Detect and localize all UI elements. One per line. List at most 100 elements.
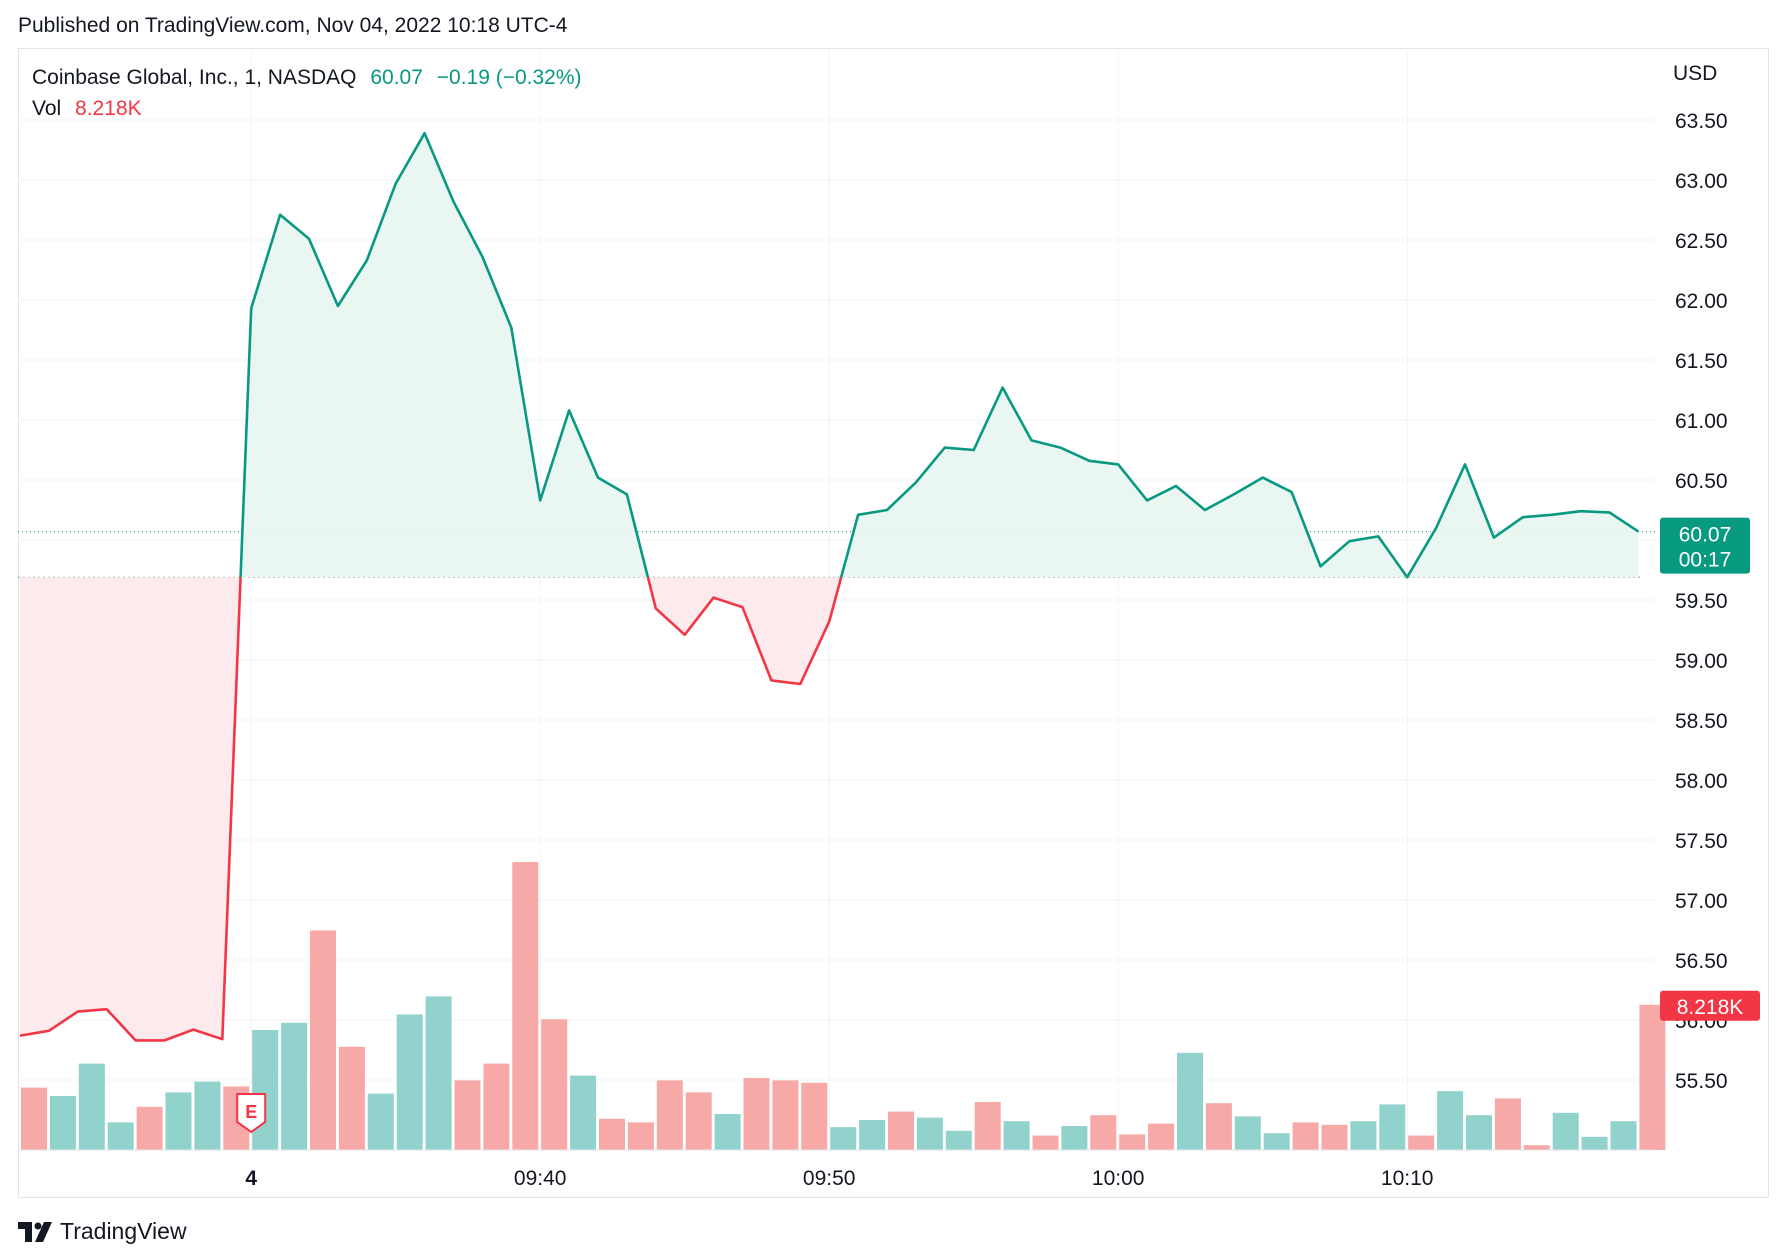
price-lines: E bbox=[19, 131, 1640, 1134]
volume-bar bbox=[570, 1075, 597, 1150]
volume-value: 8.218K bbox=[75, 97, 142, 120]
volume-bar bbox=[454, 1080, 481, 1150]
y-tick-label: 60.50 bbox=[1675, 470, 1728, 493]
price-line-down bbox=[646, 576, 843, 686]
earnings-letter: E bbox=[245, 1102, 257, 1122]
volume-bar bbox=[512, 862, 539, 1150]
volume-bar bbox=[1205, 1103, 1232, 1150]
volume-bar bbox=[945, 1130, 972, 1150]
area-fill-down bbox=[647, 577, 842, 684]
volume-bar bbox=[425, 996, 452, 1150]
volume-bar bbox=[338, 1046, 365, 1150]
price-line-up bbox=[839, 386, 1640, 579]
volume-bar bbox=[136, 1106, 163, 1150]
volume-bar bbox=[714, 1114, 741, 1150]
x-tick-label: 09:50 bbox=[803, 1167, 856, 1190]
volume-bar bbox=[888, 1111, 914, 1150]
y-tick-label: 62.50 bbox=[1675, 230, 1728, 253]
price-line-down bbox=[19, 577, 242, 1042]
volume-bar bbox=[1581, 1136, 1608, 1150]
x-tick-label: 09:40 bbox=[514, 1167, 567, 1190]
area-fill-up bbox=[240, 133, 648, 578]
volume-bar bbox=[974, 1102, 1001, 1150]
y-tick-label: 61.50 bbox=[1675, 350, 1728, 373]
y-tick-label: 55.50 bbox=[1675, 1070, 1728, 1093]
volume-bar bbox=[1003, 1121, 1030, 1150]
volume-bar bbox=[1639, 1004, 1666, 1150]
y-tick-label: 58.50 bbox=[1675, 710, 1728, 733]
symbol-name: Coinbase Global, Inc., 1, NASDAQ bbox=[32, 66, 357, 89]
y-tick-label: 62.00 bbox=[1675, 290, 1728, 313]
volume-bar bbox=[1466, 1115, 1492, 1150]
last-price-badge bbox=[1660, 517, 1750, 574]
volume-bar bbox=[1321, 1124, 1348, 1150]
y-tick-label: 58.00 bbox=[1675, 770, 1728, 793]
volume-bar bbox=[483, 1063, 510, 1150]
volume-bar bbox=[541, 1019, 568, 1150]
volume-bar bbox=[1292, 1122, 1319, 1150]
y-tick-label: 59.50 bbox=[1675, 590, 1728, 613]
volume-bar bbox=[107, 1122, 134, 1150]
volume-bar bbox=[916, 1117, 943, 1150]
volume-label: Vol bbox=[32, 97, 62, 120]
brand-name: TradingView bbox=[60, 1218, 187, 1244]
tradingview-brand[interactable]: TradingView bbox=[18, 1218, 187, 1245]
volume-bars bbox=[21, 862, 1666, 1150]
volume-bar bbox=[772, 1080, 799, 1150]
published-caption: Published on TradingView.com, Nov 04, 20… bbox=[18, 14, 568, 37]
volume-bar bbox=[396, 1014, 423, 1150]
volume-bar bbox=[49, 1096, 76, 1150]
chart-frame bbox=[18, 48, 1769, 1198]
volume-bar bbox=[1379, 1104, 1406, 1150]
tradingview-logo-icon bbox=[18, 1221, 52, 1242]
volume-bar bbox=[310, 930, 336, 1150]
earnings-marker: E bbox=[236, 1093, 267, 1134]
price-change: −0.19 (−0.32%) bbox=[436, 66, 582, 89]
volume-bar bbox=[1552, 1112, 1579, 1150]
volume-bar bbox=[252, 1030, 279, 1150]
area-fill-down bbox=[20, 577, 241, 1041]
volume-bar bbox=[1234, 1116, 1261, 1150]
y-tick-label: 59.00 bbox=[1675, 650, 1728, 673]
volume-bar bbox=[165, 1092, 192, 1150]
volume-bar bbox=[830, 1127, 857, 1150]
volume-axis-label: 8.218K bbox=[1677, 996, 1744, 1019]
y-tick-label: 63.50 bbox=[1675, 110, 1728, 133]
volume-bar bbox=[743, 1078, 770, 1150]
volume-bar bbox=[281, 1022, 308, 1150]
last-price-label: 60.07 bbox=[1679, 524, 1732, 547]
time-axis: 4 09:40 09:50 10:00 10:10 bbox=[18, 1149, 1655, 1190]
area-fills bbox=[20, 133, 1639, 1041]
price-line-up bbox=[239, 131, 650, 578]
y-tick-label: 57.50 bbox=[1675, 830, 1728, 853]
volume-bar bbox=[1494, 1098, 1521, 1150]
y-tick-label: 61.00 bbox=[1675, 410, 1728, 433]
y-tick-label: 56.50 bbox=[1675, 950, 1728, 973]
earnings-badge bbox=[236, 1093, 267, 1134]
volume-bar bbox=[627, 1122, 654, 1150]
volume-bar bbox=[1177, 1052, 1203, 1150]
volume-badge bbox=[1660, 990, 1760, 1021]
volume-bar bbox=[21, 1087, 47, 1150]
volume-bar bbox=[685, 1092, 712, 1150]
x-tick-label: 4 bbox=[245, 1167, 257, 1190]
last-price: 60.07 bbox=[370, 66, 423, 89]
volume-bar bbox=[1263, 1133, 1290, 1150]
volume-bar bbox=[859, 1120, 886, 1150]
volume-bar bbox=[78, 1063, 105, 1150]
volume-bar bbox=[1523, 1145, 1550, 1150]
volume-bar bbox=[367, 1093, 394, 1150]
volume-bar bbox=[801, 1082, 828, 1150]
volume-bar bbox=[1119, 1134, 1146, 1150]
volume-bar bbox=[1610, 1121, 1637, 1150]
volume-bar bbox=[656, 1080, 683, 1150]
y-tick-label: 63.00 bbox=[1675, 170, 1728, 193]
volume-bar bbox=[1437, 1091, 1464, 1150]
volume-bar bbox=[1032, 1135, 1059, 1150]
volume-bar bbox=[599, 1118, 625, 1150]
price-axis: 63.5063.0062.5062.0061.5061.0060.5060.00… bbox=[1673, 62, 1728, 1093]
countdown-label: 00:17 bbox=[1679, 549, 1732, 572]
volume-bar bbox=[1061, 1126, 1088, 1150]
